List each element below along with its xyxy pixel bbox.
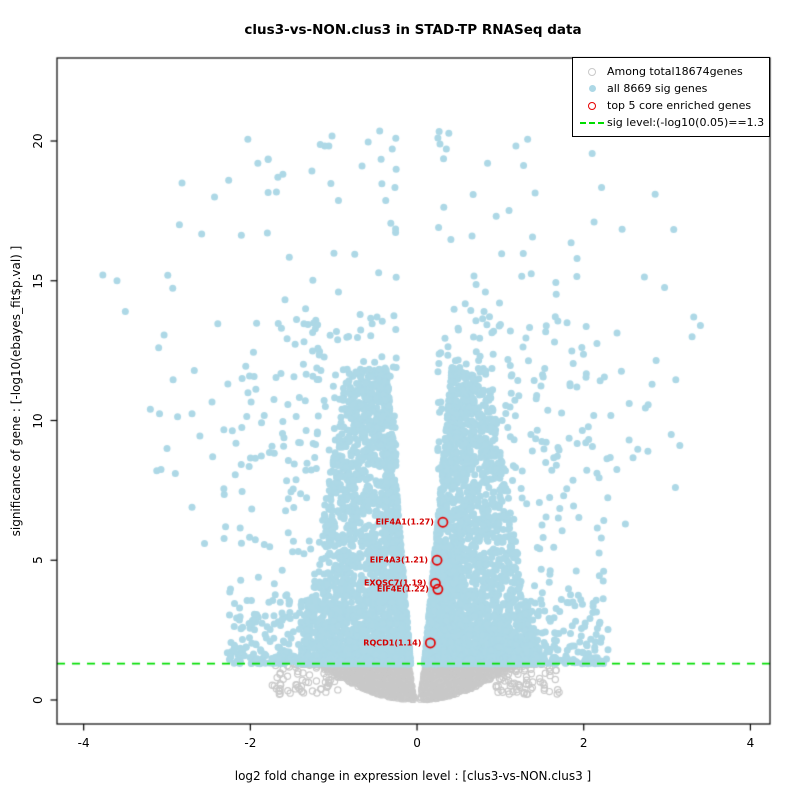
x-tick-label: -4 [77,736,90,750]
legend-row: Among total18674genes [577,63,765,80]
x-tick-label: 0 [413,736,421,750]
y-axis-label: significance of gene : [-log10(ebayes_fi… [9,245,23,537]
dashed-line-green-marker-icon [577,121,607,124]
chart-title: clus3-vs-NON.clus3 in STAD-TP RNASeq dat… [244,22,582,38]
filled-circle-blue-marker-icon [577,85,607,92]
open-circle-gray-marker-icon [577,67,607,76]
x-tick-label: 2 [579,736,588,750]
legend-label: sig level:(-log10(0.05)==1.3 [607,116,765,129]
gene-label: RQCD1(1.14) [363,638,422,648]
gene-label: EXOSC7(1.19) [363,578,427,588]
legend-row: sig level:(-log10(0.05)==1.3 [577,114,765,131]
legend-label: all 8669 sig genes [607,82,708,95]
legend-row: top 5 core enriched genes [577,97,765,114]
y-tick-label: 10 [31,412,45,429]
y-tick-label: 0 [31,696,45,704]
gene-label: EIF4E(1.22) [376,584,429,594]
gene-label: EIF4A3(1.21) [369,555,429,565]
legend-label: top 5 core enriched genes [607,99,752,112]
legend-label: Among total18674genes [607,65,743,78]
y-tick-label: 15 [31,273,45,289]
gene-label: EIF4A1(1.27) [375,517,434,527]
x-axis-label: log2 fold change in expression level : [… [234,769,592,783]
open-circle-red-marker-icon [577,101,607,110]
x-tick-label: -2 [244,736,257,750]
x-tick-label: 4 [746,736,755,750]
y-tick-label: 5 [31,556,45,565]
legend-row: all 8669 sig genes [577,80,765,97]
y-tick-label: 20 [31,133,45,149]
legend-box: Among total18674genes all 8669 sig genes… [572,57,770,137]
